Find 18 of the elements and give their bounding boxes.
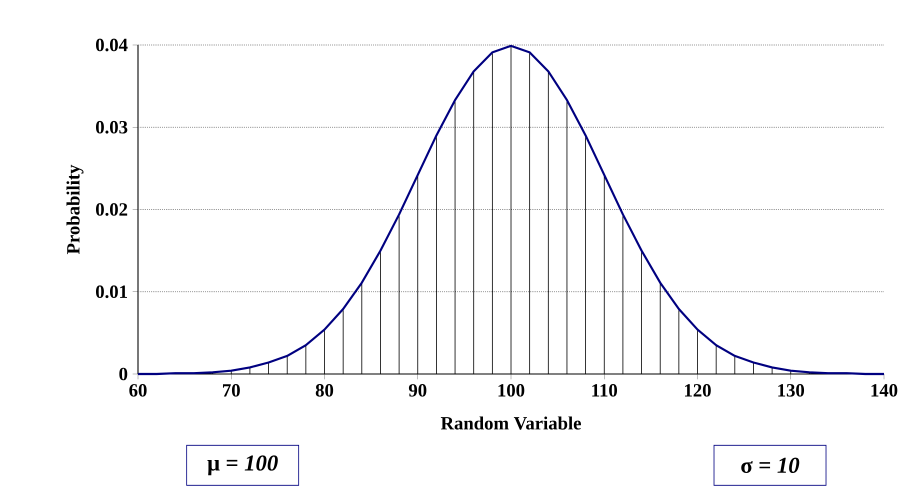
y-tick-label: 0.03 [96,120,128,134]
text: μ = 100 [207,455,278,476]
x-tick-label: 100 [498,384,524,397]
x-tick-label: 90 [408,384,426,397]
x-tick-label: 120 [685,384,711,397]
y-tick-label: 0 [119,368,128,380]
x-axis-title: Random Variable [440,416,581,430]
y-tick-label: 0.01 [96,285,127,298]
y-tick-label: 0.04 [96,38,128,52]
x-tick-label: 60 [129,384,147,397]
text: σ = 10 [741,458,800,473]
y-tick-label: 0.02 [96,203,128,216]
y-axis-title: Probability [66,164,84,254]
x-tick-label: 80 [316,384,334,397]
x-tick-label: 70 [222,384,240,397]
x-tick-label: 110 [592,384,618,397]
x-tick-label: 130 [778,384,804,397]
x-tick-label: 140 [872,384,898,397]
